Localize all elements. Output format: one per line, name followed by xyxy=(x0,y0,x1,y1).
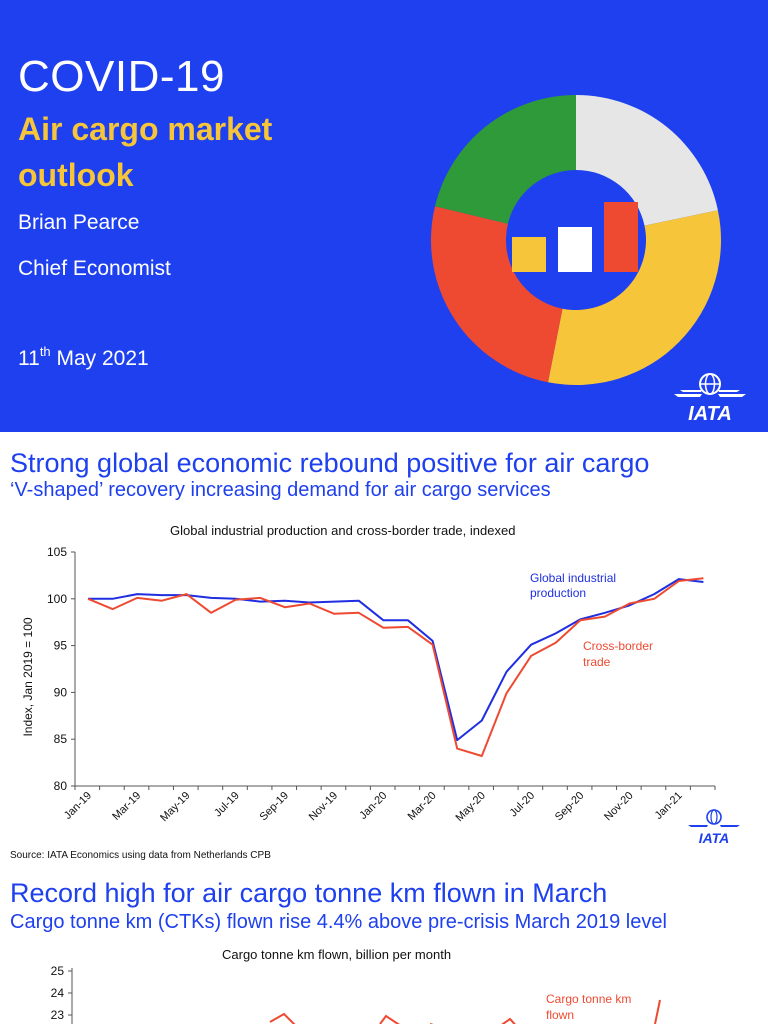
donut-segment-yellow xyxy=(548,210,722,386)
bar-icon-yellow xyxy=(512,237,546,272)
slide2-subtitle: ‘V-shaped’ recovery increasing demand fo… xyxy=(10,479,551,501)
bar-icon-red xyxy=(604,202,638,272)
cover-subtitle: Air cargo market outlook xyxy=(18,111,273,193)
donut-segment-grey xyxy=(576,95,718,226)
iata-logo: IATA xyxy=(674,373,746,425)
y-tick-label: 23 xyxy=(51,1008,65,1022)
y-tick-label: 25 xyxy=(51,964,65,978)
x-tick-label: Mar-19 xyxy=(110,790,143,823)
cover-title: COVID-19 xyxy=(18,52,225,101)
y-tick-label: 105 xyxy=(47,545,67,559)
x-tick-label: Sep-20 xyxy=(553,790,587,824)
source-note: Source: IATA Economics using data from N… xyxy=(10,850,271,861)
series-line-cross-border-trade xyxy=(87,577,704,757)
x-tick-label: May-19 xyxy=(158,790,192,824)
x-tick-label: Mar-20 xyxy=(406,790,439,823)
y-tick-label: 85 xyxy=(54,732,68,746)
chart-title: Global industrial production and cross-b… xyxy=(170,523,516,538)
y-tick-label: 100 xyxy=(47,592,67,606)
cover-slide: COVID-19 Air cargo market outlook Brian … xyxy=(0,0,768,432)
y-tick-label: 90 xyxy=(54,685,68,699)
slide2-title: Strong global economic rebound positive … xyxy=(10,448,650,478)
x-tick-label: May-20 xyxy=(454,790,488,824)
x-tick-label: Nov-20 xyxy=(602,790,636,824)
x-tick-label: Jan-21 xyxy=(653,790,685,822)
x-tick-label: Jan-20 xyxy=(357,790,389,822)
ctk-series-line xyxy=(269,999,661,1024)
line-chart-ctk: 23 24 25 Cargo tonne km flown xyxy=(51,964,661,1024)
annotation-ctk-flown: Cargo tonne km flown xyxy=(546,992,631,1022)
slide3-title: Record high for air cargo tonne km flown… xyxy=(10,878,608,908)
author-name: Brian Pearce xyxy=(18,211,140,234)
x-tick-label: Jan-19 xyxy=(62,790,94,822)
iata-logo-text: IATA xyxy=(688,403,732,425)
slide3-subtitle: Cargo tonne km (CTKs) flown rise 4.4% ab… xyxy=(10,911,667,933)
iata-logo-small: IATA xyxy=(688,809,740,846)
globe-icon xyxy=(706,809,722,825)
y-tick-label: 95 xyxy=(54,639,68,653)
date-day: 11 xyxy=(18,347,40,370)
y-tick-label: 24 xyxy=(51,986,65,1000)
line-chart-production-trade: Index, Jan 2019 = 100 80 85 90 95 100 105 Jan-… xyxy=(21,545,716,824)
donut-segment-red xyxy=(430,206,563,383)
y-tick-label: 80 xyxy=(54,779,68,793)
date-rest: May 2021 xyxy=(50,347,149,370)
slide-cargo-tonne-km: Record high for air cargo tonne km flown… xyxy=(0,864,768,1024)
annotation-industrial-production: Global industrial production xyxy=(530,571,616,600)
bar-icon-white xyxy=(558,227,592,272)
annotation-cross-border-trade: Cross-border trade xyxy=(583,639,653,669)
y-axis-label: Index, Jan 2019 = 100 xyxy=(21,617,35,736)
date-suffix: th xyxy=(39,344,51,359)
x-tick-label: Jul-19 xyxy=(212,790,242,820)
presentation-date: 11th May 2021 xyxy=(18,344,149,371)
iata-logo-text-small: IATA xyxy=(699,830,730,846)
chart3-title: Cargo tonne km flown, billion per month xyxy=(222,947,452,962)
series-line-industrial-production xyxy=(88,578,704,742)
x-tick-label: Jul-20 xyxy=(508,790,538,820)
author-role: Chief Economist xyxy=(18,257,171,280)
x-tick-label: Sep-19 xyxy=(257,790,291,824)
slide-economic-rebound: Strong global economic rebound positive … xyxy=(0,432,768,864)
donut-chart-graphic xyxy=(430,95,722,386)
donut-segment-green xyxy=(435,95,576,224)
x-tick-label: Nov-19 xyxy=(307,790,341,824)
